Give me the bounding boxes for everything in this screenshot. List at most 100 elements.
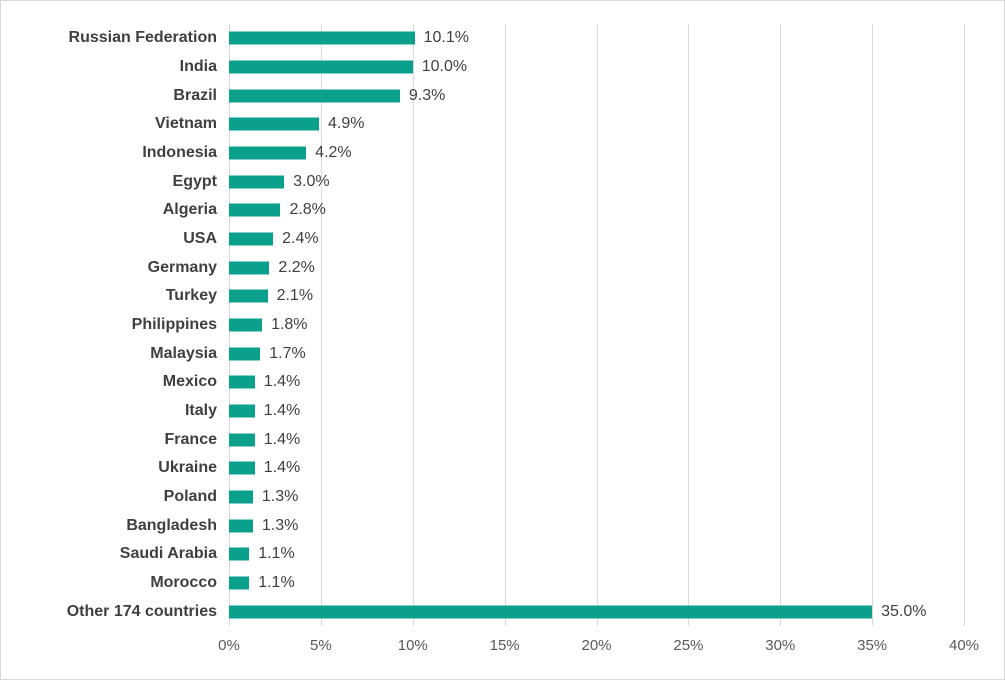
bar-row: 10.0% [229,53,964,82]
bar [229,31,415,45]
category-label: USA [183,230,217,248]
bar-row: 9.3% [229,81,964,110]
bar [229,289,268,303]
bar-row: 1.3% [229,483,964,512]
bar [229,117,320,131]
category-label: Saudi Arabia [119,545,217,563]
bar-row: 2.4% [229,225,964,254]
category-label: Algeria [162,201,217,219]
x-tick-label: 40% [948,637,980,654]
category-label: Morocco [150,574,217,592]
data-label: 1.8% [271,316,308,334]
bar-row: 1.1% [229,540,964,569]
bar [229,490,253,504]
data-label: 2.8% [289,201,326,219]
x-tick-label: 25% [673,637,704,654]
bar-row: 1.3% [229,511,964,540]
category-label: India [179,58,217,75]
category-label: Brazil [173,86,217,104]
bar-row: 1.4% [229,368,964,397]
bar [229,60,413,74]
bar-row: 35.0% [229,597,964,626]
bar [229,318,263,332]
bar [229,605,873,619]
bar-row: 4.2% [229,139,964,168]
bar-row: 1.7% [229,339,964,368]
bar-row: 1.8% [229,311,964,340]
category-label: Indonesia [142,144,217,162]
bar-row: 1.4% [229,397,964,426]
data-label: 1.4% [263,402,301,420]
bar [229,433,255,447]
bar-row: 1.4% [229,454,964,483]
bar [229,375,255,389]
value-axis: 0% 5% 10% 15% 20% 25% 30% 35% 40% [218,637,979,659]
bar [229,261,270,275]
bar [229,203,281,217]
gridline [688,24,690,626]
data-label: 35.0% [881,602,927,620]
category-label: Italy [184,402,217,420]
gridline [504,24,506,626]
plot-area: 10.1% 10.0% 9.3% 4.9% 4.2% 3.0% 2.8% 2.4% 2.2% 2.… [229,24,965,626]
data-label: 1.3% [261,516,299,534]
bar-row: 1.4% [229,425,964,454]
category-label: Russian Federation [68,29,217,47]
bar-row: 4.9% [229,110,964,139]
gridline [964,24,965,626]
data-label: 10.1% [423,29,469,47]
category-axis: Russian Federation India Brazil Vietnam Indo… [1,24,217,626]
data-label: 2.4% [282,230,319,248]
bar [229,347,261,361]
category-label: Poland [163,488,217,506]
gridline [780,24,782,626]
gridline [320,24,322,626]
bar-row: 1.1% [229,569,964,598]
data-label: 1.4% [263,373,301,391]
category-label: Egypt [172,172,217,190]
bar-row: 2.2% [229,253,964,282]
category-label: Germany [147,258,217,276]
category-label: Ukraine [158,459,217,477]
x-tick-label: 35% [857,637,888,654]
category-label: Mexico [162,373,217,391]
data-label: 2.1% [276,287,314,305]
data-label: 9.3% [408,86,446,104]
data-label: 1.4% [263,430,301,448]
data-label: 3.0% [293,172,330,190]
category-label: Other 174 countries [66,602,217,620]
x-tick-label: 30% [765,637,796,654]
bar [229,89,400,103]
category-label: Vietnam [155,115,217,133]
bar-rows: 10.1% 10.0% 9.3% 4.9% 4.2% 3.0% 2.8% 2.4% 2.2% 2.… [229,24,964,626]
category-label: France [164,430,217,448]
bar [229,519,253,533]
category-label: Malaysia [150,344,217,362]
x-tick-label: 20% [581,637,612,654]
data-label: 1.3% [261,488,299,506]
data-label: 10.0% [421,58,468,75]
gridline [872,24,874,626]
bar [229,146,307,160]
data-label: 1.1% [258,574,295,592]
x-tick-label: 0% [218,637,240,654]
bar [229,175,285,189]
data-label: 4.9% [328,115,365,133]
bar [229,232,274,246]
category-label: Turkey [165,287,217,305]
x-tick-label: 10% [397,637,428,654]
gridline [412,24,414,626]
category-label: Philippines [131,316,217,334]
data-label: 4.2% [315,144,352,162]
bar-row: 2.8% [229,196,964,225]
x-tick-label: 15% [489,637,520,654]
bar [229,404,255,418]
x-tick-label: 5% [310,637,332,654]
bar-row: 3.0% [229,167,964,196]
category-label: Bangladesh [126,516,217,534]
data-label: 1.4% [263,459,301,477]
data-label: 1.1% [258,545,295,563]
data-label: 2.2% [278,258,315,276]
bar [229,576,250,590]
